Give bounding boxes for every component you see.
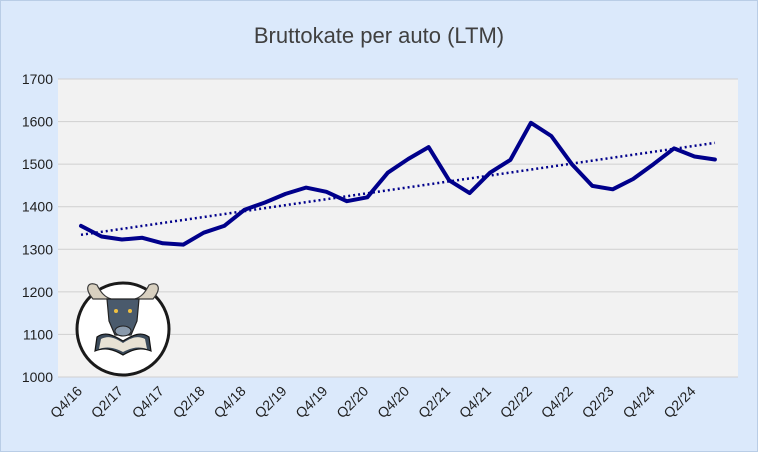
data-point — [693, 154, 696, 158]
y-tick-label: 1500 — [22, 156, 53, 172]
data-point — [529, 121, 533, 125]
data-point — [161, 241, 165, 245]
data-point — [345, 199, 349, 203]
data-point — [672, 146, 676, 150]
data-point — [570, 162, 574, 166]
data-point — [79, 224, 83, 228]
x-tick-label: Q2/19 — [251, 383, 289, 421]
x-tick-label: Q4/16 — [47, 383, 85, 421]
bull-reading-logo — [75, 281, 171, 377]
x-tick-label: Q2/24 — [660, 383, 698, 421]
x-tick-label: Q4/21 — [456, 383, 494, 421]
data-point — [202, 231, 206, 235]
data-point — [365, 195, 369, 199]
trendline — [80, 141, 716, 237]
data-point — [652, 162, 656, 166]
x-tick-label: Q4/20 — [374, 383, 412, 421]
x-tick-label: Q2/23 — [579, 383, 617, 421]
data-point — [324, 190, 328, 194]
y-tick-label: 1700 — [22, 71, 53, 87]
x-tick-label: Q4/17 — [129, 383, 167, 421]
data-point — [181, 243, 185, 247]
data-point — [99, 235, 103, 239]
data-point — [427, 145, 431, 149]
data-point — [713, 157, 717, 161]
x-tick-label: Q2/17 — [88, 383, 126, 421]
data-point — [222, 224, 226, 228]
data-point — [631, 177, 635, 181]
y-tick-label: 1400 — [22, 199, 53, 215]
plot-background — [58, 79, 738, 377]
data-point — [468, 191, 472, 195]
data-point — [406, 157, 410, 161]
data-point — [304, 186, 308, 190]
series-line — [79, 120, 717, 247]
y-tick-label: 1600 — [22, 114, 53, 130]
x-tick-label: Q2/22 — [497, 383, 535, 421]
x-tick-label: Q2/21 — [415, 383, 453, 421]
data-point — [263, 200, 267, 204]
data-point — [447, 178, 451, 182]
x-tick-label: Q4/22 — [538, 383, 576, 421]
x-tick-label: Q2/18 — [170, 383, 208, 421]
data-point — [120, 237, 124, 241]
x-tick-label: Q4/18 — [210, 383, 248, 421]
chart-title: Bruttokate per auto (LTM) — [253, 23, 505, 48]
data-point — [386, 171, 390, 175]
x-tick-label: Q4/19 — [292, 383, 330, 421]
data-point — [284, 192, 287, 196]
y-tick-label: 1100 — [23, 326, 53, 342]
y-tick-label: 1300 — [22, 241, 53, 257]
x-tick-label: Q2/20 — [333, 383, 371, 421]
y-tick-label: 1200 — [22, 284, 53, 300]
data-point — [508, 158, 512, 162]
data-point — [549, 134, 553, 138]
data-point — [243, 208, 247, 212]
y-tick-label: 1000 — [22, 369, 53, 385]
data-point — [140, 236, 144, 240]
data-point — [611, 187, 615, 191]
x-tick-label: Q4/24 — [619, 383, 657, 421]
data-point — [590, 184, 594, 188]
data-point — [488, 171, 492, 175]
